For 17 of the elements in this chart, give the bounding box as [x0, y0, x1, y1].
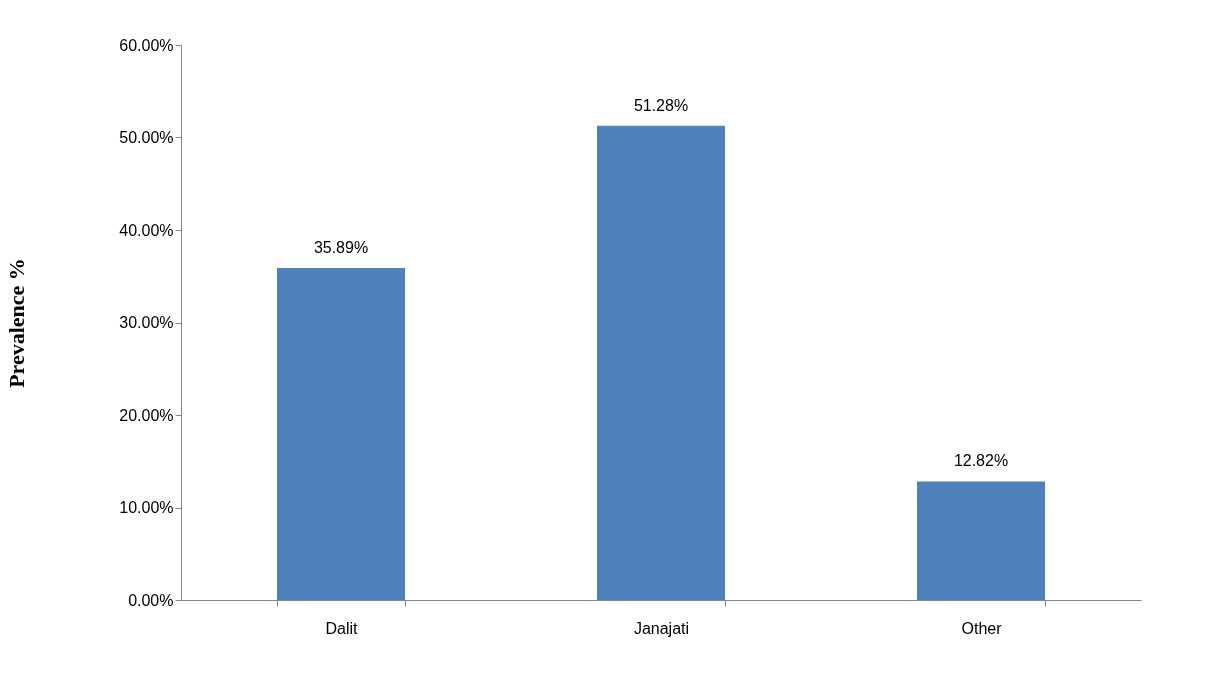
data-label: 51.28% [633, 96, 689, 114]
bar [277, 268, 405, 600]
y-tick-label: 20.00% [119, 406, 174, 424]
data-label: 35.89% [313, 239, 369, 257]
y-tick-label: 30.00% [119, 314, 174, 331]
x-tick-label: Other [961, 619, 1003, 637]
y-tick-label: 10.00% [119, 499, 174, 516]
y-tick-label: 50.00% [119, 129, 174, 146]
x-tick-label: Janajati [633, 619, 690, 637]
y-tick-label: 40.00% [119, 221, 174, 239]
x-tick-label: Dalit [325, 619, 359, 637]
data-label: 12.82% [953, 452, 1009, 470]
y-tick-label: 0.00% [128, 591, 174, 609]
y-axis-title: Prevalence % [4, 258, 30, 388]
bar [597, 125, 725, 600]
y-tick-label: 60.00% [119, 36, 174, 54]
bar [917, 481, 1045, 600]
